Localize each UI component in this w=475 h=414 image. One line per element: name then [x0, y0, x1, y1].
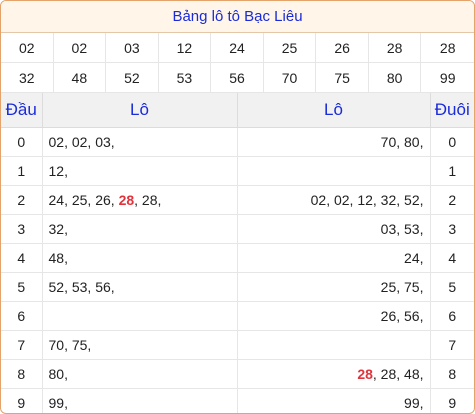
lo-numbers: 25, 75,	[380, 279, 424, 295]
lo-numbers: 52, 53, 56,	[48, 279, 115, 295]
dau-cell: 4	[1, 243, 43, 273]
lo-left-cell: 99,	[42, 388, 238, 413]
lo-right-cell: 99,	[237, 388, 431, 413]
duoi-cell: 1	[430, 156, 474, 186]
lo-right-cell	[237, 156, 431, 186]
lo-numbers: , 28, 48,	[372, 366, 424, 382]
lo-left-cell: 80,	[42, 359, 238, 389]
number-cell: 02	[1, 33, 54, 63]
lo-numbers: 32,	[48, 221, 68, 237]
lo-numbers: 02, 02, 12, 32, 52,	[310, 192, 424, 208]
number-cell: 75	[316, 63, 369, 93]
table-row: 1 12, 1	[1, 156, 474, 186]
lo-right-cell: 26, 56,	[237, 301, 431, 331]
header-dau: Đầu	[1, 93, 43, 128]
dau-cell: 3	[1, 214, 43, 244]
number-cell: 48	[53, 63, 107, 93]
lo-numbers: 48,	[48, 250, 68, 266]
lo-right-cell: 24,	[237, 243, 431, 273]
lo-right-cell: 25, 75,	[237, 272, 431, 302]
lo-right-cell: 70, 80,	[237, 127, 431, 157]
dau-cell: 8	[1, 359, 43, 389]
table-row: 7 70, 75, 7	[1, 330, 474, 360]
number-cell: 52	[106, 63, 159, 93]
highlight-number: 28	[357, 366, 373, 382]
header-lo-left: Lô	[42, 93, 238, 128]
duoi-cell: 4	[430, 243, 474, 273]
lo-numbers: 70, 80,	[380, 134, 424, 150]
table-header-row: Đầu Lô Lô Đuôi	[1, 93, 474, 128]
lo-numbers: 99,	[404, 395, 424, 411]
lo-numbers: 99,	[48, 395, 68, 411]
duoi-cell: 8	[430, 359, 474, 389]
lo-numbers: , 28,	[134, 192, 162, 208]
duoi-cell: 6	[430, 301, 474, 331]
header-duoi: Đuôi	[430, 93, 474, 128]
number-cell: 28	[421, 33, 474, 63]
duoi-cell: 5	[430, 272, 474, 302]
dau-cell: 6	[1, 301, 43, 331]
lo-left-cell: 12,	[42, 156, 238, 186]
lo-left-cell	[42, 301, 238, 331]
lo-right-cell: 03, 53,	[237, 214, 431, 244]
table-row: 2 24, 25, 26, 28, 28, 02, 02, 12, 32, 52, 2	[1, 185, 474, 215]
highlight-number: 28	[118, 192, 135, 208]
lo-numbers: 24, 25, 26,	[48, 192, 119, 208]
lo-numbers: 26, 56,	[380, 308, 424, 324]
lo-numbers: 02, 02, 03,	[48, 134, 115, 150]
lo-numbers: 70, 75,	[48, 337, 92, 353]
lo-numbers: 24,	[404, 250, 424, 266]
lo-left-cell: 48,	[42, 243, 238, 273]
lo-left-cell: 32,	[42, 214, 238, 244]
number-cell: 32	[1, 63, 54, 93]
loto-table: Đầu Lô Lô Đuôi 0 02, 02, 03, 70, 80, 0 1 12, 1…	[1, 93, 474, 413]
board-title: Bảng lô tô Bạc Liêu	[1, 1, 474, 33]
duoi-cell: 0	[430, 127, 474, 157]
table-row: 6 26, 56, 6	[1, 301, 474, 331]
table-row: 9 99, 99, 9	[1, 388, 474, 413]
table-row: 3 32, 03, 53, 3	[1, 214, 474, 244]
number-cell: 03	[106, 33, 159, 63]
lo-right-cell: 28, 28, 48,	[237, 359, 431, 389]
table-row: 4 48, 24, 4	[1, 243, 474, 273]
number-cell: 12	[158, 33, 212, 63]
duoi-cell: 3	[430, 214, 474, 244]
table-row: 5 52, 53, 56, 25, 75, 5	[1, 272, 474, 302]
duoi-cell: 9	[430, 388, 474, 413]
dau-cell: 0	[1, 127, 43, 157]
header-lo-right: Lô	[237, 93, 431, 128]
number-cell: 99	[421, 63, 474, 93]
number-grid: 02 02 03 12 24 25 26 28 28 32 48 52 53 56 70 75 80 99	[1, 33, 474, 93]
lo-numbers: 12,	[48, 163, 68, 179]
lo-left-cell: 70, 75,	[42, 330, 238, 360]
table-row: 0 02, 02, 03, 70, 80, 0	[1, 127, 474, 157]
lo-right-cell: 02, 02, 12, 32, 52,	[237, 185, 431, 215]
dau-cell: 1	[1, 156, 43, 186]
number-cell: 53	[158, 63, 212, 93]
number-cell: 02	[53, 33, 107, 63]
dau-cell: 7	[1, 330, 43, 360]
number-cell: 80	[368, 63, 422, 93]
lo-right-cell	[237, 330, 431, 360]
number-cell: 24	[211, 33, 264, 63]
number-cell: 25	[263, 33, 317, 63]
dau-cell: 9	[1, 388, 43, 413]
duoi-cell: 2	[430, 185, 474, 215]
lo-numbers: 80,	[48, 366, 68, 382]
table-row: 8 80, 28, 28, 48, 8	[1, 359, 474, 389]
lo-numbers: 03, 53,	[380, 221, 424, 237]
lo-left-cell: 24, 25, 26, 28, 28,	[42, 185, 238, 215]
dau-cell: 5	[1, 272, 43, 302]
number-cell: 26	[316, 33, 369, 63]
dau-cell: 2	[1, 185, 43, 215]
duoi-cell: 7	[430, 330, 474, 360]
lo-left-cell: 52, 53, 56,	[42, 272, 238, 302]
lo-left-cell: 02, 02, 03,	[42, 127, 238, 157]
number-cell: 56	[211, 63, 264, 93]
number-cell: 28	[368, 33, 422, 63]
number-cell: 70	[263, 63, 317, 93]
